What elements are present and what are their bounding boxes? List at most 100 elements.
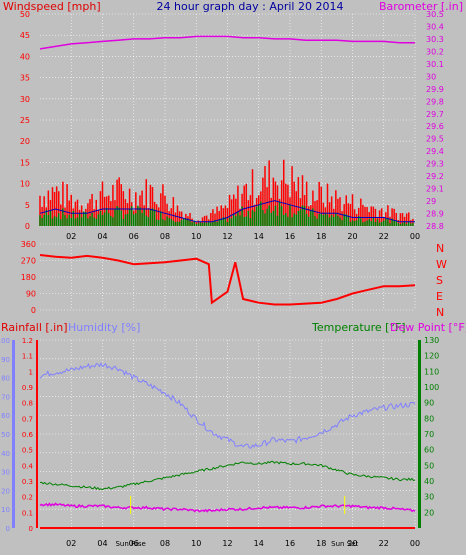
direction-line	[39, 254, 416, 306]
rainfall-tick-label: 0.4	[22, 462, 34, 470]
rainfall-tick-label: 0.6	[22, 431, 34, 439]
barometer-tick-label: 29	[426, 197, 436, 206]
wind-time-tick-label: 08	[160, 232, 170, 241]
temp-time-tick-label: 12	[222, 539, 232, 548]
rainfall-tick-label: 0.1	[22, 509, 33, 517]
windspeed-tick-label: 5	[25, 201, 30, 210]
dewpoint-line	[39, 502, 416, 513]
compass-point-label: S	[436, 274, 443, 287]
temperature-tick-label: 90	[424, 399, 434, 408]
barometer-tick-label: 28.8	[426, 222, 444, 231]
wind-time-tick-label: 22	[379, 232, 389, 241]
humidity-axis-bar	[12, 340, 15, 528]
windspeed-tick-label: 45	[20, 31, 30, 40]
humidity-tick-label: 40	[1, 450, 10, 458]
rainfall-tick-label: 0.8	[22, 400, 33, 408]
windspeed-tick-label: 25	[20, 116, 30, 125]
barometer-tick-label: 29.6	[426, 122, 444, 131]
temperature-tick-label: 130	[424, 336, 439, 345]
wind-time-tick-label: 12	[222, 232, 232, 241]
barometer-tick-label: 30.1	[426, 60, 444, 69]
dewpoint-axis-label: Dew Point [°F]	[390, 321, 466, 334]
direction-degree-label: 270	[21, 257, 36, 266]
temp-time-tick-label: 22	[379, 539, 389, 548]
wind-average-line	[39, 200, 415, 223]
humidity-tick-label: 0	[6, 525, 10, 533]
rainfall-axis-bar	[36, 340, 38, 528]
rainfall-tick-label: 0.5	[22, 447, 33, 455]
temperature-tick-label: 100	[424, 383, 439, 392]
compass-point-label: E	[436, 290, 443, 303]
rainfall-tick-label: 0.9	[22, 384, 33, 392]
rainfall-tick-label: 0	[29, 525, 33, 533]
compass-point-label: N	[436, 306, 444, 319]
wind-time-tick-label: 18	[316, 232, 326, 241]
barometer-tick-label: 29.1	[426, 185, 444, 194]
rainfall-tick-label: 0.7	[22, 415, 33, 423]
wind-time-tick-label: 10	[191, 232, 201, 241]
barometer-tick-label: 30.4	[426, 22, 444, 31]
rainfall-tick-label: 1	[29, 368, 33, 376]
barometer-tick-label: 29.5	[426, 135, 444, 144]
chart-title: 24 hour graph day : April 20 2014	[157, 0, 344, 13]
windspeed-tick-label: 40	[20, 52, 30, 61]
humidity-tick-label: 80	[1, 375, 10, 383]
wind-time-tick-label: 14	[254, 232, 264, 241]
wind-time-tick-label: 16	[285, 232, 295, 241]
humidity-tick-label: 90	[1, 356, 10, 364]
temperature-tick-label: 120	[424, 352, 439, 361]
direction-degree-label: 360	[21, 240, 36, 249]
humidity-tick-label: 60	[1, 412, 10, 420]
compass-point-label: W	[436, 258, 447, 271]
windspeed-tick-label: 35	[20, 74, 30, 83]
temp-lines	[39, 362, 416, 529]
barometer-tick-label: 29.4	[426, 147, 444, 156]
barometer-axis-label: Barometer [.in]	[379, 0, 463, 13]
sun-marker-label: Sun Set	[331, 540, 358, 548]
barometer-tick-label: 30.2	[426, 47, 444, 56]
humidity-axis-ticks: 0 10 20 30 40 50 60 70 80 90 100	[0, 337, 10, 533]
barometer-tick-label: 28.9	[426, 210, 444, 219]
temp-time-tick-label: 02	[66, 539, 76, 548]
temp-time-tick-label: 18	[316, 539, 326, 548]
direction-degree-ticks: 0 90 180 270 360	[21, 240, 36, 315]
wind-time-tick-label: 20	[347, 232, 357, 241]
temperature-tick-label: 60	[424, 446, 434, 455]
barometer-tick-label: 29.2	[426, 172, 444, 181]
rainfall-tick-label: 1.2	[22, 337, 33, 345]
temp-time-tick-label: 14	[254, 539, 264, 548]
temp-time-tick-label: 08	[160, 539, 170, 548]
barometer-tick-label: 30.5	[426, 10, 444, 19]
humidity-tick-label: 70	[1, 393, 10, 401]
humidity-tick-label: 20	[1, 487, 10, 495]
humidity-tick-label: 10	[1, 506, 10, 514]
temp-time-tick-label: 04	[97, 539, 107, 548]
wind-time-tick-label: 02	[66, 232, 76, 241]
humidity-axis-label: Humidity [%]	[68, 321, 140, 334]
rainfall-tick-label: 1.1	[22, 353, 33, 361]
wind-time-axis-ticks: 02 04 06 08 10 12 14 16 18 20 22 00	[66, 232, 420, 241]
wind-time-tick-label: 04	[97, 232, 107, 241]
barometer-tick-label: 29.7	[426, 110, 444, 119]
temp-time-axis-ticks: 02 04 06 08 10 12 14 16 18 20 22 00	[66, 539, 420, 548]
compass-point-label: N	[436, 242, 444, 255]
windspeed-tick-label: 0	[25, 222, 30, 231]
temperature-tick-label: 70	[424, 430, 434, 439]
rainfall-axis-label: Rainfall [.in]	[1, 321, 68, 334]
sun-markers: Sun Rise Sun Set	[115, 496, 358, 548]
temp-time-tick-label: 06	[129, 539, 139, 548]
humidity-tick-label: 100	[0, 337, 10, 345]
windspeed-axis-label: Windspeed [mph]	[3, 0, 101, 13]
temperature-tick-label: 40	[424, 477, 434, 486]
barometer-axis-ticks: 28.8 28.9 29 29.1 29.2 29.3 29.4 29.5 29.6 29.7 29…	[426, 10, 444, 231]
humidity-tick-label: 50	[1, 431, 10, 439]
temperature-line	[39, 460, 416, 491]
humidity-line	[39, 362, 416, 449]
windspeed-axis-ticks: 0 5 10 15 20 25 30 35 40 45 50	[20, 10, 30, 231]
temperature-tick-label: 20	[424, 508, 434, 517]
windspeed-tick-label: 15	[20, 158, 30, 167]
temp-time-tick-label: 10	[191, 539, 201, 548]
